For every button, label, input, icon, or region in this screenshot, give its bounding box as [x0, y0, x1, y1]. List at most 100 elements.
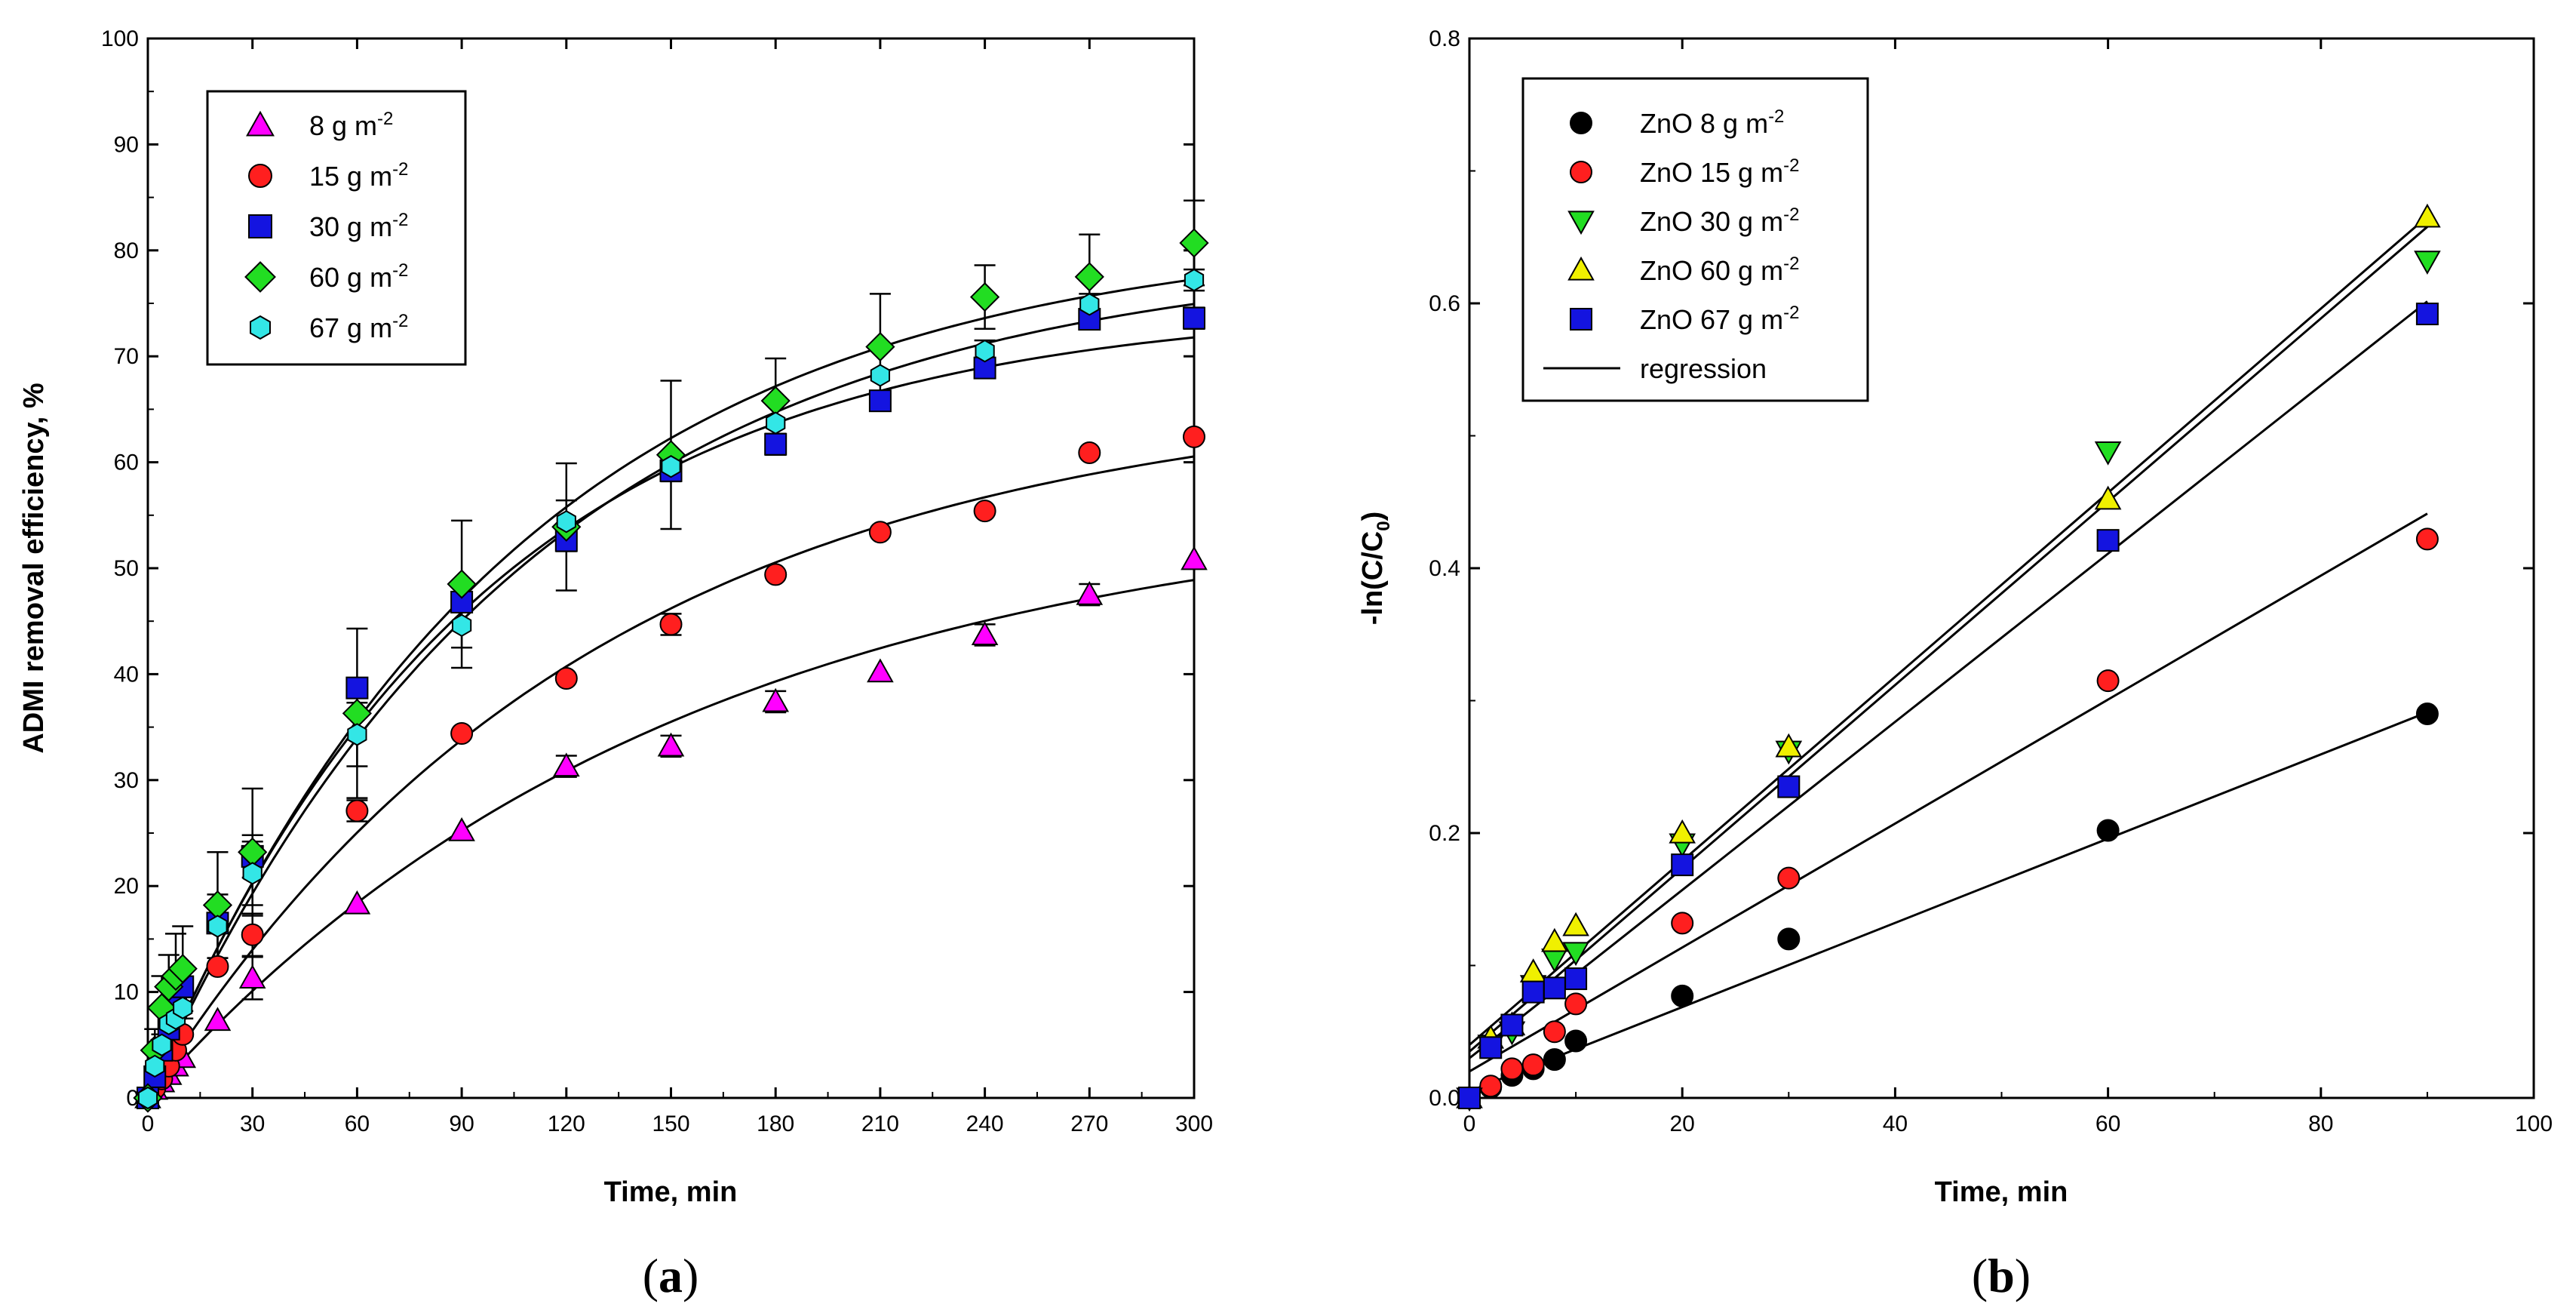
- panel-a-point-circle: [1183, 425, 1205, 448]
- panel-a-legend-label-text: 60 g m: [309, 262, 392, 293]
- panel-b-point-triangle-down: [2094, 441, 2122, 466]
- panel-b-regression-line: [1469, 226, 2428, 1053]
- panel-b-y-tick-label: 0.4: [1429, 556, 1460, 581]
- panel-a-legend-marker: [248, 164, 272, 188]
- panel-a-point-hexagon: [347, 723, 367, 746]
- panel-a-y-tick-label: 70: [114, 344, 139, 369]
- panel-b-legend-label: ZnO 15 g m-2: [1640, 155, 1799, 188]
- panel-a-y-tick-label: 90: [114, 132, 139, 157]
- panel-a-point-diamond: [865, 331, 895, 362]
- panel-b-regression-line: [1469, 215, 2428, 1046]
- panel-a-y-tick-label: 0: [126, 1086, 139, 1111]
- panel-a-x-tick-label: 150: [652, 1112, 689, 1136]
- panel-a-point-triangle-up: [552, 752, 580, 777]
- panel-a-point-circle: [241, 923, 264, 946]
- panel-a-legend-marker: [246, 110, 275, 137]
- panel-b-data-points: [1456, 203, 2441, 1112]
- panel-a-point-circle: [1078, 441, 1101, 464]
- panel-a-y-tick-label: 40: [114, 662, 139, 687]
- panel-a-point-square: [868, 389, 892, 413]
- panel-a-point-triangle-up: [204, 1007, 232, 1032]
- panel-a-point-triangle-up: [343, 890, 371, 915]
- panel-a-point-hexagon: [451, 613, 472, 637]
- panel-a-point-square: [764, 432, 788, 456]
- panel-b-y-axis-title-end: ): [1357, 512, 1389, 521]
- panel-b-point-triangle-up: [2414, 203, 2441, 228]
- panel-b-legend-label-sup: -2: [1783, 303, 1799, 323]
- panel-a-y-tick-label: 50: [114, 556, 139, 581]
- panel-b-regression-line: [1469, 512, 2428, 1073]
- panel-b-point-square: [1543, 976, 1566, 1000]
- panel-b-point-circle: [1479, 1075, 1503, 1098]
- panel-b-legend-regression-label: regression: [1640, 353, 1767, 384]
- panel-a-point-triangle-up: [448, 817, 475, 841]
- panel-b-x-tick-label: 80: [2308, 1112, 2333, 1136]
- panel-a-x-tick-label: 30: [240, 1112, 265, 1136]
- panel-a-point-circle: [764, 563, 788, 586]
- panel-a-point-hexagon: [766, 411, 786, 435]
- panel-b-point-triangle-up: [1562, 912, 1589, 936]
- panel-b-legend-label-sup: -2: [1768, 106, 1784, 127]
- panel-a-point-hexagon: [556, 510, 576, 533]
- panel-b-regression-line: [1469, 300, 2428, 1059]
- panel-a-chart: 0 30 60 90 120 150 180 210 240 270 300 0 10 20 30 40 50 6…: [18, 26, 1213, 1208]
- panel-a-legend-label: 30 g m-2: [309, 210, 408, 242]
- panel-a-y-tick-label: 100: [101, 26, 139, 51]
- panel-b-point-triangle-up: [1669, 819, 1696, 844]
- panel-b-point-circle: [1500, 1057, 1524, 1081]
- panel-a-point-triangle-up: [1076, 580, 1104, 605]
- panel-a-point-circle: [659, 613, 683, 636]
- panel-a-legend-marker: [248, 214, 272, 238]
- panel-a-y-tick-label: 20: [114, 874, 139, 899]
- panel-b-chart: 0 20 40 60 80 100 0.0 0.2 0.4 0.6 0.8 Time, min -l…: [1357, 26, 2553, 1208]
- panel-a-y-tick-label: 30: [114, 768, 139, 793]
- panel-b-x-tick-label: 20: [1670, 1112, 1695, 1136]
- panel-a-legend-label-text: 8 g m: [309, 110, 377, 141]
- panel-a-legend-label-sup: -2: [392, 311, 408, 331]
- panel-b-legend-label-text: ZnO 8 g m: [1640, 108, 1768, 139]
- panel-b-regression-line: [1469, 711, 2428, 1093]
- panel-b-point-square: [2415, 303, 2439, 326]
- panel-a-legend-label-text: 15 g m: [309, 161, 392, 192]
- panel-b-point-circle: [1543, 1020, 1566, 1044]
- panel-b-point-triangle-up: [1519, 958, 1547, 982]
- panel-a-point-diamond: [447, 569, 477, 599]
- panel-b-y-tick-label: 0.2: [1429, 821, 1460, 846]
- panel-a-legend-label: 67 g m-2: [309, 311, 408, 343]
- panel-b-y-axis-title-main: -ln(C/C: [1357, 531, 1389, 626]
- panel-a-legend-marker: [244, 261, 276, 293]
- panel-b-point-circle: [2415, 703, 2439, 726]
- panel-a-point-diamond: [1179, 228, 1209, 258]
- panel-b-point-circle: [1564, 1029, 1588, 1053]
- panel-a-point-square: [1183, 306, 1205, 330]
- panel-b-point-circle: [2096, 819, 2120, 842]
- panel-a-legend-label-sup: -2: [392, 260, 408, 281]
- panel-b-x-tick-label: 100: [2515, 1112, 2553, 1136]
- panel-b-point-square: [1458, 1087, 1481, 1109]
- panel-a-y-tick-label: 80: [114, 238, 139, 263]
- panel-b-point-square: [2096, 529, 2120, 552]
- panel-b-label-open: (: [1972, 1249, 1988, 1302]
- panel-b-point-circle: [1564, 992, 1588, 1016]
- panel-a-point-triangle-up: [1181, 546, 1208, 570]
- panel-b-point-triangle-up: [2094, 485, 2122, 510]
- panel-a-point-triangle-up: [971, 621, 999, 646]
- panel-b-point-circle: [1777, 866, 1801, 890]
- panel-a-legend-label: 60 g m-2: [309, 260, 408, 293]
- panel-a-point-triangle-up: [657, 732, 685, 757]
- panel-b-legend-label: ZnO 8 g m-2: [1640, 106, 1784, 139]
- panel-a-point-circle: [206, 955, 229, 978]
- panel-a-point-diamond: [969, 281, 1000, 312]
- panel-a-point-hexagon: [242, 862, 263, 885]
- panel-b-legend-label-sup: -2: [1783, 254, 1799, 274]
- panel-a-y-axis-title: ADMI removal efficiency, %: [18, 383, 50, 753]
- panel-a-x-tick-label: 90: [449, 1112, 474, 1136]
- panel-a-point-diamond: [167, 954, 198, 984]
- panel-b-y-tick-label: 0.0: [1429, 1086, 1460, 1111]
- panel-a-point-hexagon: [661, 455, 681, 478]
- panel-b-legend-label-text: ZnO 60 g m: [1640, 255, 1783, 286]
- panel-b-x-tick-label: 0: [1463, 1112, 1476, 1136]
- panel-b-x-tick-label: 60: [2095, 1112, 2120, 1136]
- panel-a-legend-label: 15 g m-2: [309, 159, 408, 192]
